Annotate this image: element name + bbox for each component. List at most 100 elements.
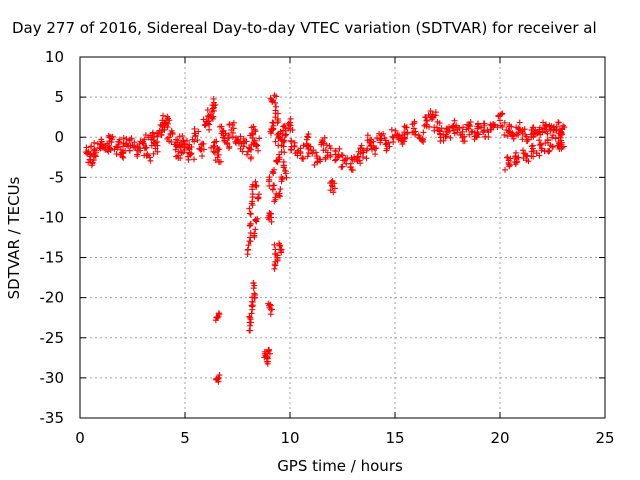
data-point <box>269 182 278 193</box>
y-tick-label: -10 <box>40 208 65 226</box>
data-point <box>261 348 269 361</box>
data-point <box>237 135 250 155</box>
data-point <box>300 131 312 150</box>
data-point <box>250 279 258 292</box>
data-point <box>281 167 290 181</box>
x-tick-label: 0 <box>75 429 85 447</box>
y-tick-label: -25 <box>40 329 65 347</box>
data-point <box>269 122 277 133</box>
data-point <box>311 149 324 168</box>
data-point <box>214 310 223 321</box>
data-point <box>246 220 254 229</box>
y-tick-label: -15 <box>40 249 65 267</box>
data-point <box>381 135 393 154</box>
data-point <box>332 145 343 164</box>
data-point <box>277 246 285 256</box>
data-point <box>279 122 290 139</box>
x-tick-label: 15 <box>385 429 404 447</box>
data-point <box>280 158 287 171</box>
y-tick-label: 0 <box>54 128 64 146</box>
data-point <box>275 186 284 200</box>
data-point <box>263 355 271 367</box>
data-point <box>550 119 563 134</box>
x-tick-label: 20 <box>490 429 509 447</box>
grid-lines <box>80 57 605 418</box>
data-point <box>494 110 506 131</box>
plot-frame <box>79 56 606 419</box>
data-point <box>511 149 522 168</box>
data-point <box>168 136 181 153</box>
data-point <box>244 242 252 258</box>
data-points <box>82 92 568 385</box>
data-point <box>519 126 532 145</box>
data-point <box>137 132 149 152</box>
data-point <box>357 142 370 162</box>
data-point <box>196 140 207 160</box>
data-point <box>415 129 427 145</box>
y-tick-label: 10 <box>45 48 64 66</box>
data-point <box>427 108 439 123</box>
data-point <box>248 194 256 209</box>
data-point <box>271 258 279 272</box>
data-point <box>145 129 158 149</box>
x-axis-label: GPS time / hours <box>277 457 403 475</box>
data-point <box>520 147 532 165</box>
data-point <box>246 205 254 218</box>
data-point <box>90 139 100 160</box>
data-point <box>322 142 334 163</box>
data-point <box>267 92 280 110</box>
data-point <box>502 154 514 173</box>
data-point <box>269 166 278 177</box>
data-point <box>212 144 224 166</box>
data-point <box>252 215 261 225</box>
data-point <box>272 128 284 145</box>
data-point <box>409 118 419 138</box>
data-point <box>267 210 275 225</box>
data-point <box>111 136 123 157</box>
data-point <box>150 138 161 157</box>
data-point <box>269 107 282 127</box>
x-tick-label: 25 <box>595 429 614 447</box>
y-tick-label: -30 <box>40 369 65 387</box>
data-point <box>164 124 176 145</box>
data-point <box>528 142 540 160</box>
data-point <box>251 226 259 241</box>
x-tick-label: 10 <box>280 429 299 447</box>
data-point <box>244 141 255 162</box>
data-point <box>544 136 556 155</box>
data-point <box>421 112 433 130</box>
data-point <box>126 135 139 154</box>
data-point <box>266 174 273 189</box>
y-tick-label: -5 <box>49 168 64 186</box>
data-point <box>304 142 317 160</box>
data-point <box>225 119 237 140</box>
data-point <box>208 95 219 115</box>
y-axis: 10 5 0 -5 -10 -15 -20 -25 -30 -35 <box>40 48 605 427</box>
data-point <box>254 191 262 202</box>
data-point <box>267 302 276 318</box>
data-point <box>133 141 144 160</box>
data-point <box>275 136 288 156</box>
data-point <box>285 115 296 134</box>
y-tick-label: 5 <box>54 88 64 106</box>
data-point <box>275 151 283 163</box>
data-point <box>248 302 256 317</box>
data-point <box>555 130 567 151</box>
data-point <box>105 132 116 149</box>
x-axis: 0 5 10 15 20 25 <box>75 57 615 447</box>
y-tick-label: -20 <box>40 289 65 307</box>
data-point <box>507 123 517 142</box>
data-point <box>215 372 223 385</box>
data-point <box>176 133 187 151</box>
data-point <box>246 319 254 334</box>
data-point <box>216 123 229 141</box>
data-point <box>278 174 286 185</box>
y-axis-label: SDTVAR / TECUs <box>5 176 23 299</box>
data-point <box>443 123 456 141</box>
data-point <box>353 148 364 167</box>
data-point <box>271 190 280 205</box>
data-point <box>318 134 330 154</box>
data-point <box>189 125 202 145</box>
data-point <box>487 121 498 133</box>
